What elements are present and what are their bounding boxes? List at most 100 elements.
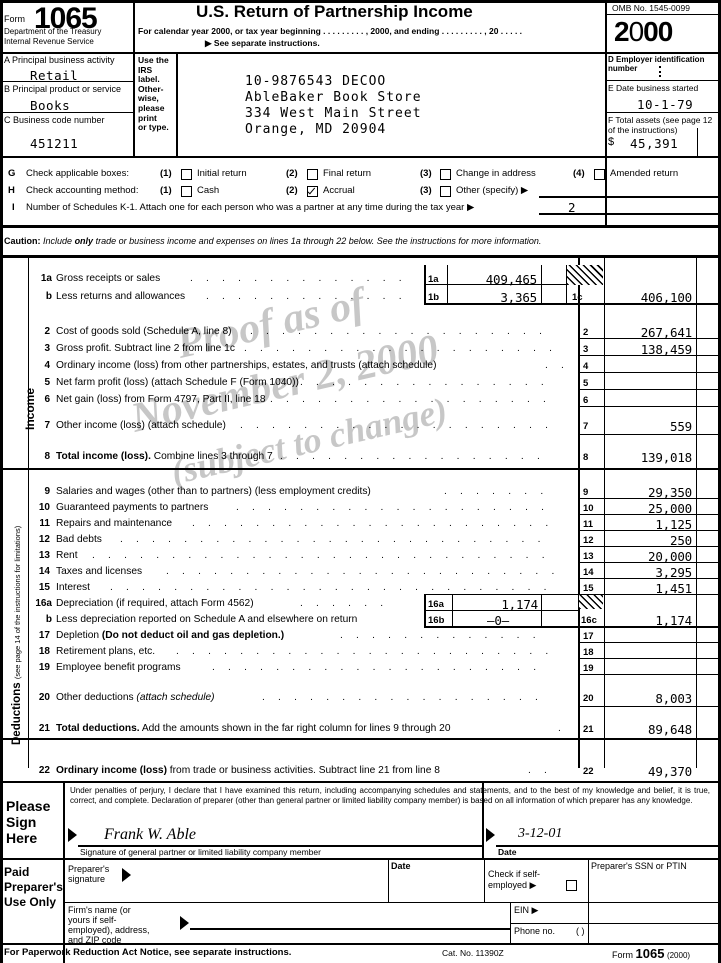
checkbox-initial-return[interactable] bbox=[181, 169, 192, 180]
box-22-label: 22 bbox=[583, 766, 594, 777]
value-line-21[interactable]: 89,648 bbox=[648, 722, 692, 737]
name-address-block[interactable]: 10-9876543 DECOO AbleBaker Book Store 33… bbox=[245, 74, 422, 138]
value-line-1c[interactable]: 406,100 bbox=[640, 290, 692, 305]
h-item-1-num: (1) bbox=[160, 185, 172, 196]
value-line-2[interactable]: 267,641 bbox=[640, 325, 692, 340]
line-10-text: Guaranteed payments to partners bbox=[56, 502, 209, 513]
line-22-text: Ordinary income (loss) from trade or bus… bbox=[56, 765, 440, 776]
checkbox-self-employed[interactable] bbox=[566, 880, 577, 891]
box-1c-label: 1c bbox=[572, 292, 583, 303]
value-line-11[interactable]: 1,125 bbox=[655, 517, 692, 532]
value-line-1a[interactable]: 409,465 bbox=[485, 272, 537, 287]
checkbox-other-method[interactable] bbox=[440, 186, 451, 197]
value-line-7[interactable]: 559 bbox=[670, 419, 692, 434]
catalog-number: Cat. No. 11390Z bbox=[442, 948, 504, 958]
label-g: G bbox=[8, 168, 16, 179]
form-footer-number: 1065 bbox=[635, 946, 665, 961]
checkbox-final-return[interactable] bbox=[307, 169, 318, 180]
line-17-number: 17 bbox=[38, 630, 50, 641]
line-18-text: Retirement plans, etc. bbox=[56, 646, 156, 657]
line-9-number: 9 bbox=[44, 486, 50, 497]
box-18-label: 18 bbox=[583, 647, 594, 658]
line-19-leader: . . . . . . . . . . . . . . . . . . . . … bbox=[212, 662, 542, 673]
h-item-2-label: Accrual bbox=[323, 185, 355, 196]
signature-caption: Signature of general partner or limited … bbox=[80, 847, 321, 857]
omb-number: OMB No. 1545-0099 bbox=[612, 3, 690, 13]
line-16a-text: Depreciation (if required, attach Form 4… bbox=[56, 598, 254, 609]
line-19-number: 19 bbox=[38, 662, 50, 673]
value-line-15[interactable]: 1,451 bbox=[655, 581, 692, 596]
phone-label: Phone no. bbox=[514, 926, 556, 936]
g-instruction: Check applicable boxes: bbox=[26, 168, 129, 179]
signature-date-value[interactable]: 3-12-01 bbox=[518, 826, 563, 841]
ein-label: EIN ▶ bbox=[514, 905, 539, 915]
line-1a-text: Gross receipts or sales bbox=[56, 273, 161, 284]
line-11-text: Repairs and maintenance bbox=[56, 518, 173, 529]
h-instruction: Check accounting method: bbox=[26, 185, 139, 196]
line-7-text: Other income (loss) (attach schedule) bbox=[56, 420, 226, 431]
value-business-code[interactable]: 451211 bbox=[30, 136, 79, 151]
line-22-number: 22 bbox=[38, 765, 50, 776]
h-item-1-label: Cash bbox=[197, 185, 220, 196]
value-line-1b[interactable]: 3,365 bbox=[500, 290, 537, 305]
g-item-4-num: (4) bbox=[573, 168, 585, 179]
box-15-label: 15 bbox=[583, 583, 594, 594]
value-line-16b[interactable]: –0– bbox=[487, 613, 509, 628]
line-8-number: 8 bbox=[44, 451, 50, 462]
g-item-4-label: Amended return bbox=[610, 168, 679, 179]
line-13-text: Rent bbox=[56, 550, 78, 561]
value-line-12[interactable]: 250 bbox=[670, 533, 692, 548]
checkbox-amended-return[interactable] bbox=[594, 169, 605, 180]
g-item-2-num: (2) bbox=[286, 168, 298, 179]
deductions-word: Deductions bbox=[11, 682, 23, 745]
line-2-number: 2 bbox=[44, 326, 50, 337]
value-line-13[interactable]: 20,000 bbox=[648, 549, 692, 564]
value-line-20[interactable]: 8,003 bbox=[655, 691, 692, 706]
value-line-9[interactable]: 29,350 bbox=[648, 485, 692, 500]
line-4-leader: . . bbox=[545, 360, 570, 371]
value-line-14[interactable]: 3,295 bbox=[655, 565, 692, 580]
line-11-leader: . . . . . . . . . . . . . . . . . . . . … bbox=[192, 518, 554, 529]
checkbox-accrual-method[interactable] bbox=[307, 186, 318, 197]
line-11-number: 11 bbox=[39, 518, 50, 529]
line-4-text: Ordinary income (loss) from other partne… bbox=[56, 360, 437, 371]
value-date-business-started[interactable]: 10-1-79 bbox=[637, 97, 694, 112]
partner-signature-value[interactable]: Frank W. Able bbox=[104, 826, 196, 843]
value-line-10[interactable]: 25,000 bbox=[648, 501, 692, 516]
g-item-3-label: Change in address bbox=[456, 168, 536, 179]
line-5-text: Net farm profit (loss) (attach Schedule … bbox=[56, 377, 299, 388]
name-address-line-4: Orange, MD 20904 bbox=[245, 122, 387, 137]
g-item-1-num: (1) bbox=[160, 168, 172, 179]
signature-date-label: Date bbox=[498, 847, 517, 857]
box-12-label: 12 bbox=[583, 535, 594, 546]
value-line-8[interactable]: 139,018 bbox=[640, 450, 692, 465]
checkbox-change-in-address[interactable] bbox=[440, 169, 451, 180]
value-line-16c[interactable]: 1,174 bbox=[655, 613, 692, 628]
line-7-leader: . . . . . . . . . . . . . . . . . . . . bbox=[240, 420, 554, 431]
form-label: Form bbox=[4, 14, 25, 24]
value-principal-business-activity[interactable]: Retail bbox=[30, 68, 79, 83]
line-12-leader: . . . . . . . . . . . . . . . . . . . . … bbox=[120, 534, 546, 545]
box-7-label: 7 bbox=[583, 421, 589, 432]
value-line-16a[interactable]: 1,174 bbox=[501, 597, 538, 612]
line-2-text: Cost of goods sold (Schedule A, line 8) bbox=[56, 326, 232, 337]
value-line-3[interactable]: 138,459 bbox=[640, 342, 692, 357]
value-total-assets[interactable]: 45,391 bbox=[630, 136, 679, 151]
firm-arrow-icon bbox=[180, 916, 189, 930]
name-address-line-2: AbleBaker Book Store bbox=[245, 90, 422, 105]
deductions-note: (see page 14 of the instructions for lim… bbox=[13, 525, 22, 680]
value-num-schedules-k1[interactable]: 2 bbox=[568, 200, 577, 215]
name-address-line-3: 334 West Main Street bbox=[245, 106, 422, 121]
form-footer-year: (2000) bbox=[666, 951, 691, 960]
line-20-text: Other deductions (attach schedule) bbox=[56, 692, 215, 703]
see-instructions: ▶ See separate instructions. bbox=[205, 38, 320, 48]
phone-value[interactable]: ( ) bbox=[576, 926, 585, 936]
line-13-leader: . . . . . . . . . . . . . . . . . . . . … bbox=[92, 550, 550, 561]
value-line-22[interactable]: 49,370 bbox=[648, 764, 692, 779]
line-19-text: Employee benefit programs bbox=[56, 662, 181, 673]
line-6-text: Net gain (loss) from Form 4797, Part II,… bbox=[56, 394, 266, 405]
paperwork-notice: For Paperwork Reduction Act Notice, see … bbox=[4, 947, 292, 958]
box-21-label: 21 bbox=[583, 724, 594, 735]
value-principal-product[interactable]: Books bbox=[30, 98, 71, 113]
checkbox-cash-method[interactable] bbox=[181, 186, 192, 197]
